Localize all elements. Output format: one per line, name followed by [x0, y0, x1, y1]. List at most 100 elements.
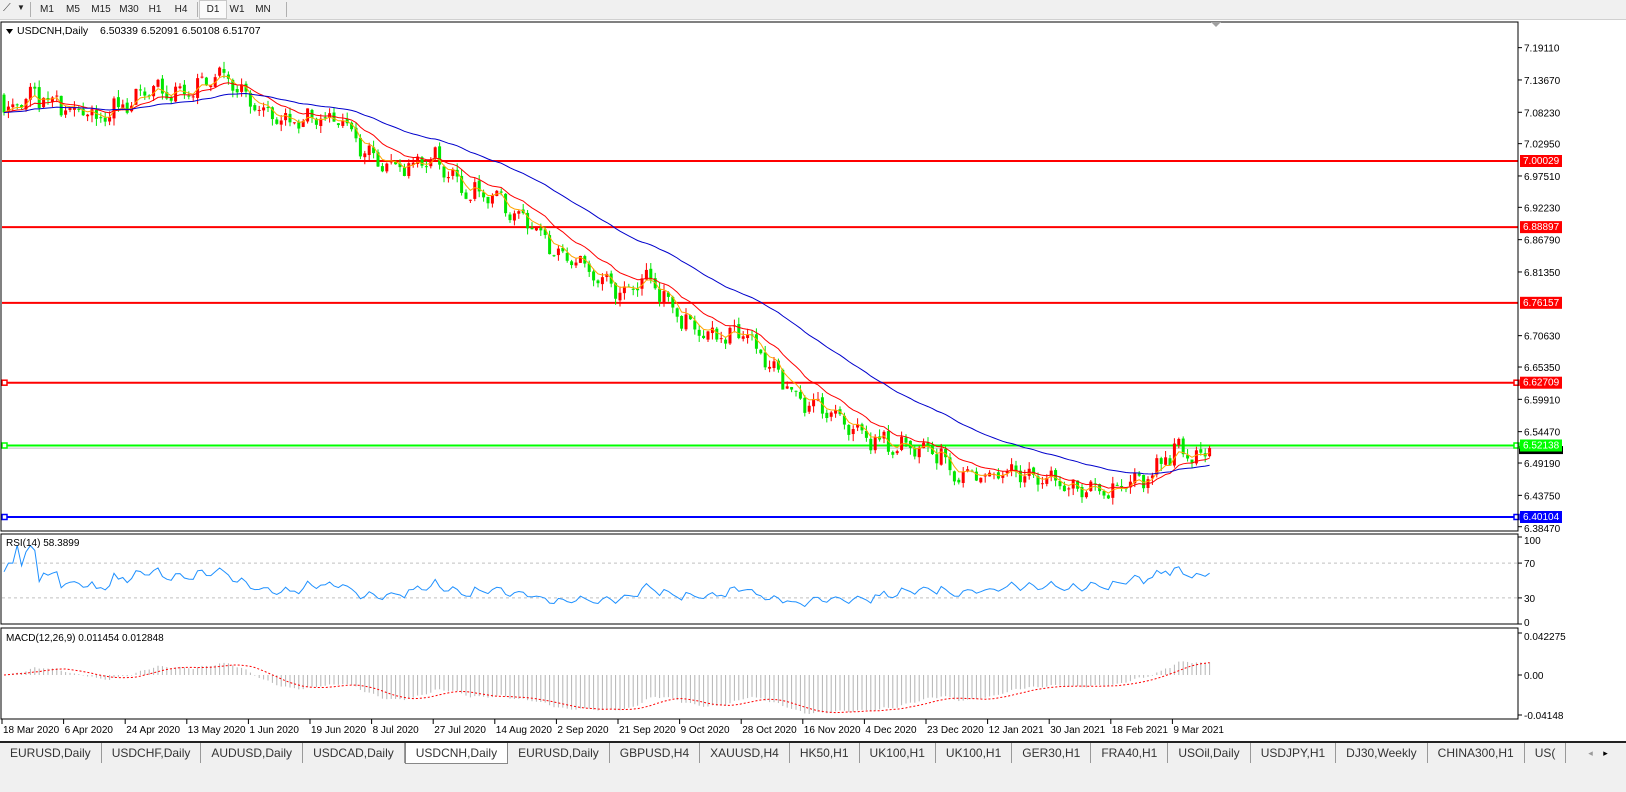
- toolbar-separator: [286, 2, 287, 17]
- chart-tab[interactable]: FRA40,H1: [1091, 743, 1169, 763]
- line-tool-icon[interactable]: ⟋: [3, 2, 11, 14]
- candle-body: [394, 161, 398, 165]
- tab-scroll-buttons: ◂ ▸: [1570, 743, 1626, 763]
- chart-tab[interactable]: GBPUSD,H4: [610, 743, 701, 763]
- x-tick-label: 24 Apr 2020: [126, 725, 180, 736]
- candle-body: [798, 391, 802, 399]
- timeframe-w1[interactable]: W1: [229, 4, 245, 15]
- chart-tab[interactable]: USDCNH,Daily: [404, 743, 509, 764]
- level-handle[interactable]: [1513, 442, 1520, 449]
- candle-body: [284, 113, 288, 121]
- timeframe-d1[interactable]: D1: [199, 0, 227, 19]
- horizontal-level-line[interactable]: 6.62709: [1, 376, 1562, 389]
- candle-body: [297, 122, 301, 129]
- chart-shift-marker-icon[interactable]: [1211, 22, 1221, 27]
- y-tick-label: 7.13670: [1524, 76, 1561, 87]
- dropdown-arrow-icon[interactable]: ▼: [17, 3, 25, 12]
- candle: [1186, 449, 1190, 462]
- candle: [460, 169, 464, 196]
- timeframe-mn[interactable]: MN: [255, 4, 271, 15]
- ma-mid-line: [3, 82, 1210, 489]
- timeframe-m30[interactable]: M30: [119, 4, 139, 15]
- candle: [1062, 481, 1066, 492]
- chart-tab[interactable]: DJ30,Weekly: [1336, 743, 1428, 763]
- timeframe-h1[interactable]: H1: [148, 4, 162, 15]
- y-tick-label: 7.19110: [1524, 44, 1560, 55]
- candle-body: [367, 145, 371, 156]
- candle: [292, 122, 296, 125]
- level-handle[interactable]: [1, 513, 8, 521]
- candle: [178, 83, 182, 90]
- timeframe-m5[interactable]: M5: [66, 4, 80, 15]
- scroll-right-icon[interactable]: ▸: [1603, 748, 1608, 758]
- candle: [169, 95, 173, 105]
- level-handle[interactable]: [1513, 513, 1520, 521]
- chart-tab[interactable]: XAUUSD,H4: [700, 743, 790, 763]
- horizontal-level-line[interactable]: 6.76157: [2, 296, 1562, 309]
- timeframe-m1[interactable]: M1: [40, 4, 54, 15]
- candle-body: [20, 105, 24, 108]
- chart-tab[interactable]: EURUSD,Daily: [508, 743, 610, 763]
- candle: [1045, 474, 1049, 487]
- candle: [1058, 476, 1062, 490]
- candle: [812, 393, 816, 413]
- candle-body: [952, 471, 956, 482]
- timeframe-h4[interactable]: H4: [174, 4, 188, 15]
- horizontal-level-line[interactable]: 6.88897: [2, 221, 1562, 234]
- candle-body: [618, 292, 622, 301]
- x-tick-label: 4 Dec 2020: [865, 725, 917, 736]
- chart-tab[interactable]: AUDUSD,Daily: [201, 743, 304, 763]
- chart-tab[interactable]: CHINA300,H1: [1428, 743, 1525, 763]
- candle-body: [728, 327, 732, 344]
- horizontal-level-line[interactable]: 6.52138: [1, 439, 1562, 452]
- candle-body: [543, 229, 547, 236]
- candle: [2, 93, 6, 116]
- candle-body: [688, 315, 692, 320]
- chart-tab[interactable]: USDCHF,Daily: [102, 743, 202, 763]
- candle-body: [622, 286, 626, 294]
- chart-tab[interactable]: EURUSD,Daily: [0, 743, 102, 763]
- candle-body: [552, 255, 556, 257]
- collapse-triangle-icon: [6, 29, 13, 34]
- scroll-left-icon[interactable]: ◂: [1588, 748, 1593, 758]
- candle-body: [847, 424, 851, 435]
- chart-tab[interactable]: USOil,Daily: [1168, 743, 1251, 763]
- candle-body: [341, 120, 345, 126]
- macd-tick-label: 0.00: [1524, 671, 1544, 682]
- chart-tab[interactable]: US(: [1525, 743, 1567, 763]
- level-handle[interactable]: [1, 442, 8, 449]
- price-chart[interactable]: 7.00029 6.88897 6.76157 6.62709 6.52138 6.401…: [0, 20, 1626, 742]
- candle-body: [187, 95, 191, 97]
- chart-tab[interactable]: HK50,H1: [790, 743, 860, 763]
- candle-body: [2, 94, 6, 113]
- level-price-tag: [1520, 376, 1562, 389]
- candle: [891, 450, 895, 459]
- chart-tab[interactable]: GER30,H1: [1012, 743, 1092, 763]
- horizontal-level-line[interactable]: 6.40104: [1, 510, 1562, 523]
- candle: [741, 331, 745, 342]
- candle: [1049, 466, 1053, 482]
- candle-body: [1080, 487, 1084, 498]
- candle: [776, 358, 780, 373]
- candle-body: [754, 334, 758, 349]
- level-handle[interactable]: [1513, 379, 1520, 386]
- candle-body: [1128, 481, 1132, 488]
- timeframe-m15[interactable]: M15: [91, 4, 111, 15]
- candle-body: [385, 163, 389, 172]
- candle-body: [1208, 448, 1212, 457]
- candle-body: [468, 199, 472, 201]
- chart-tab[interactable]: USDJPY,H1: [1251, 743, 1337, 763]
- chart-tab[interactable]: UK100,H1: [936, 743, 1013, 763]
- candle: [614, 282, 618, 305]
- candle-body: [913, 448, 917, 457]
- candle: [768, 360, 772, 373]
- horizontal-level-line[interactable]: 7.00029: [2, 155, 1562, 167]
- chart-tab[interactable]: UK100,H1: [860, 743, 936, 763]
- candle-body: [763, 352, 767, 368]
- chart-window[interactable]: 7.00029 6.88897 6.76157 6.62709 6.52138 6.401…: [0, 20, 1626, 742]
- chart-tab[interactable]: USDCAD,Daily: [303, 743, 405, 763]
- candle-body: [917, 447, 921, 458]
- candle: [1181, 436, 1185, 458]
- macd-signal-line: [3, 662, 1210, 714]
- level-handle[interactable]: [1, 379, 8, 386]
